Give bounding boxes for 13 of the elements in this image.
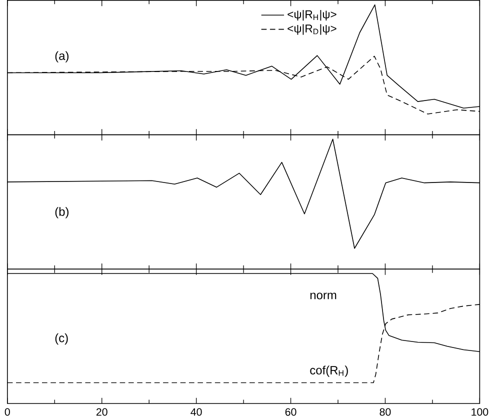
annotation: (b) — [55, 207, 68, 218]
x-tick-label: 100 — [472, 408, 488, 416]
annotation: (c) — [55, 333, 68, 345]
legend-label: <ψ|R$_{H}$|ψ> — [288, 10, 336, 21]
legend-label: <ψ|R$_{D}$|ψ> — [288, 24, 336, 35]
x-tick-label: 40 — [190, 408, 202, 416]
x-tick-label: 20 — [96, 408, 108, 416]
series-label: norm — [310, 292, 336, 300]
x-tick-label: 60 — [285, 408, 296, 416]
annotation: (a) — [55, 51, 68, 62]
x-tick-label: 80 — [380, 408, 391, 416]
x-tick-label: 0 — [4, 408, 10, 416]
series-label: cof(R$_{H}$) — [310, 366, 348, 377]
